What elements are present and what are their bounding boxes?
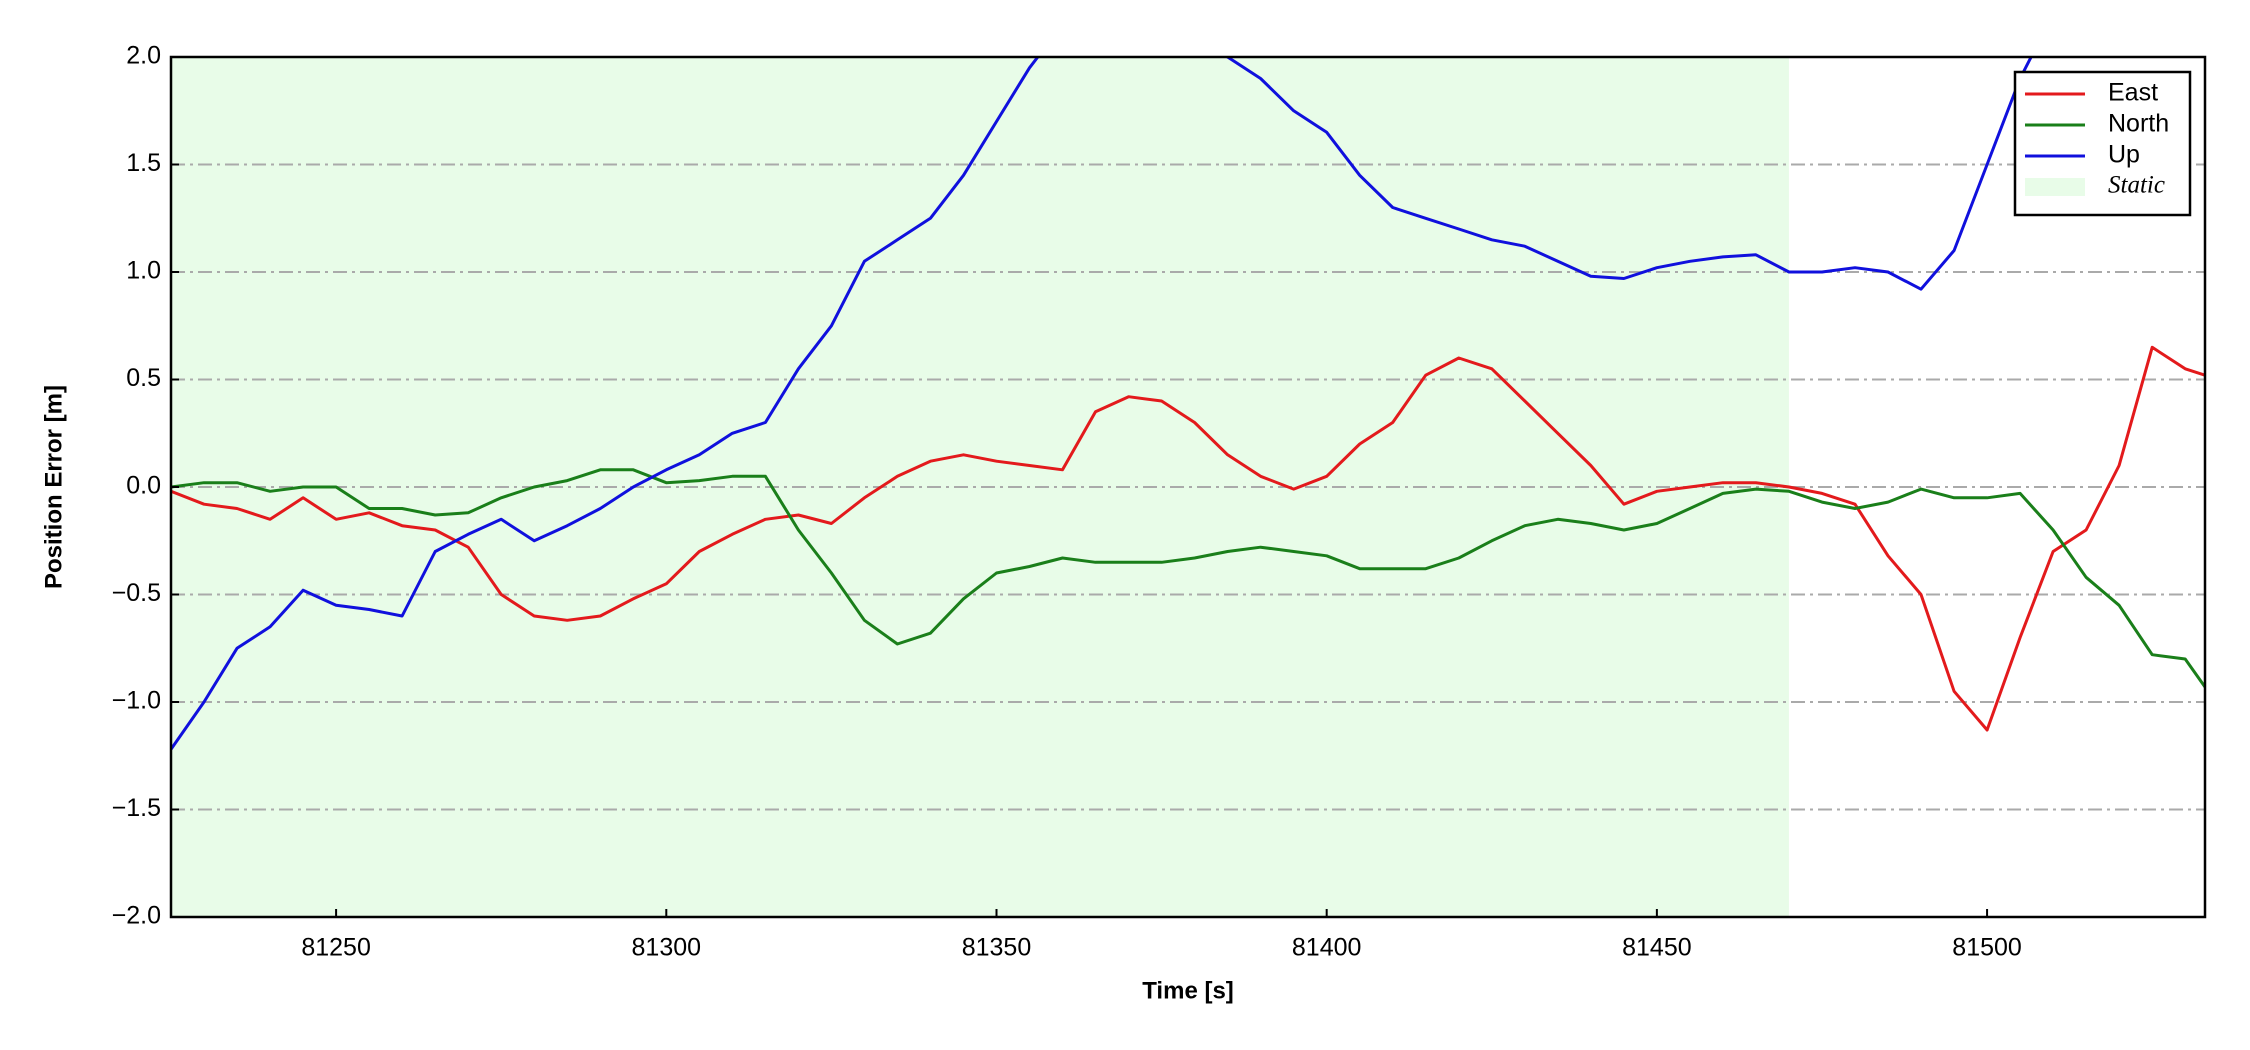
y-axis-label: Position Error [m]	[40, 385, 67, 589]
legend-swatch	[2025, 178, 2085, 196]
x-tick-label: 81400	[1292, 934, 1362, 962]
y-tick-label: −2.0	[112, 902, 161, 930]
series-line	[171, 57, 2033, 751]
axes: −2.0 −1.5 −1.0 −0.5 0.0 0.5 1.0 1.5 2.0 81250 8130…	[112, 42, 2207, 962]
y-tick-label: 2.0	[126, 42, 161, 70]
legend-label: East	[2108, 79, 2158, 107]
y-tick-label: 1.5	[126, 149, 161, 177]
x-tick-label: 81500	[1952, 934, 2022, 962]
plot-frame	[169, 55, 2207, 919]
legend-label: Static	[2108, 172, 2165, 199]
legend-label: North	[2108, 110, 2169, 138]
x-tick-label: 81250	[301, 934, 371, 962]
x-axis-label: Time [s]	[1142, 977, 1234, 1004]
y-tick-label: −1.5	[112, 794, 161, 822]
plot-background	[171, 57, 1789, 917]
lines	[171, 57, 2205, 751]
series-line	[171, 468, 2205, 688]
y-tick-label: −1.0	[112, 687, 161, 715]
legend: East North Up Static	[2013, 70, 2192, 217]
legend-label: Up	[2108, 141, 2140, 169]
y-tick-label: 0.5	[126, 364, 161, 392]
y-tick-label: −0.5	[112, 579, 161, 607]
y-tick-label: 0.0	[126, 472, 161, 500]
series-line	[171, 345, 2205, 732]
x-tick-label: 81350	[962, 934, 1032, 962]
x-tick-label: 81450	[1622, 934, 1692, 962]
static-region	[171, 57, 1789, 917]
y-tick-label: 1.0	[126, 257, 161, 285]
x-tick-label: 81300	[632, 934, 702, 962]
